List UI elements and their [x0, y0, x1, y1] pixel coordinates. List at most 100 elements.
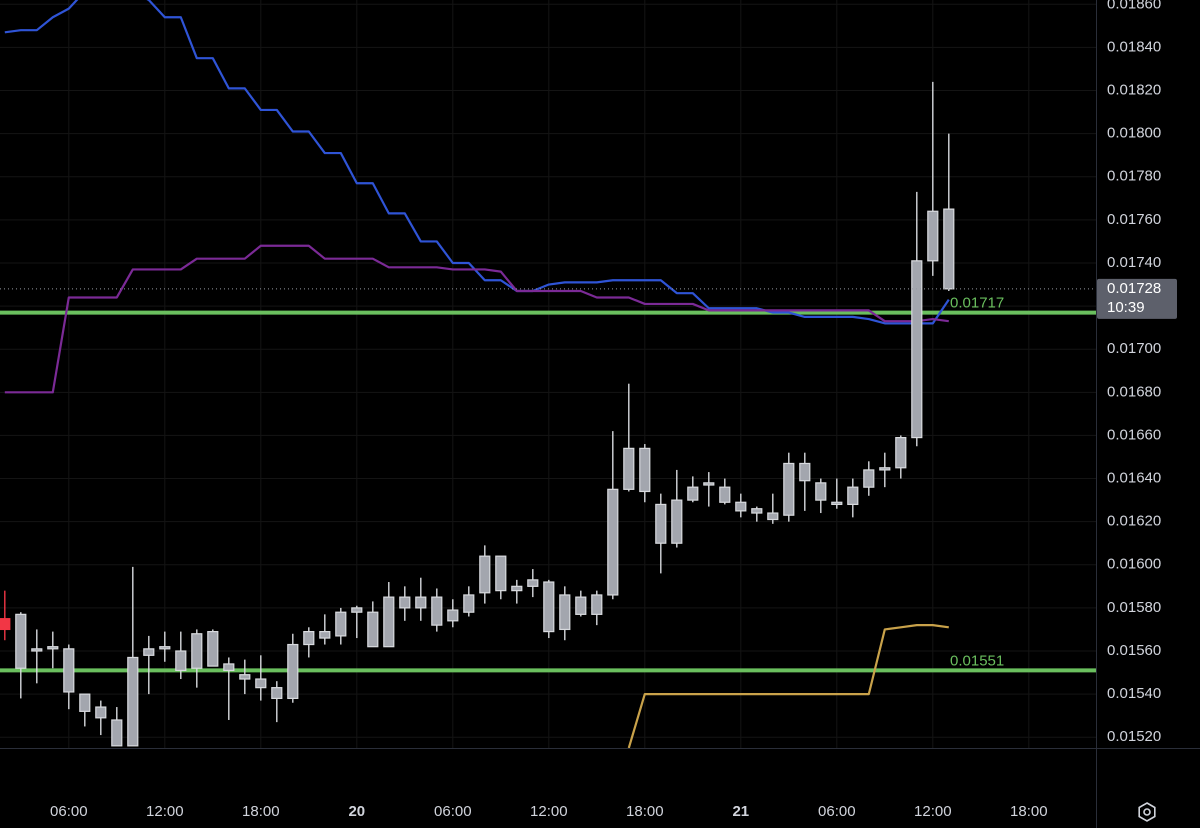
candle-body — [591, 594, 603, 615]
level-label: 0.01717 — [950, 295, 1004, 312]
candle-body — [479, 555, 491, 594]
candle-body — [527, 579, 539, 587]
candle-body — [63, 648, 75, 693]
x-tick-label: 18:00 — [626, 803, 664, 820]
candle-body — [799, 462, 811, 482]
indicator-line — [627, 624, 949, 748]
y-tick-label: 0.01580 — [1107, 599, 1161, 616]
candle-body — [271, 687, 283, 700]
candle-body — [399, 596, 411, 609]
candle-body — [95, 706, 107, 719]
candle-body — [111, 719, 123, 747]
candle-body — [815, 482, 827, 501]
candle-body — [943, 208, 955, 290]
x-tick-label: 12:00 — [530, 803, 568, 820]
candle-body — [735, 501, 747, 512]
candle-body — [367, 611, 379, 648]
candle-body — [495, 555, 507, 592]
candle-body — [207, 630, 219, 667]
indicator-line — [4, 244, 949, 394]
candle-body — [703, 482, 715, 486]
candle-body — [335, 611, 347, 637]
plot-area: 0.01717 0.01551 — [0, 0, 1096, 748]
y-tick-label: 0.01700 — [1107, 340, 1161, 357]
candle-body — [687, 486, 699, 501]
countdown-label: 10:39 — [1107, 299, 1145, 316]
candle-body — [463, 594, 475, 613]
level-label: 0.01551 — [950, 652, 1004, 669]
y-tick-label: 0.01800 — [1107, 125, 1161, 142]
candle-body — [655, 503, 667, 544]
x-tick-label: 12:00 — [914, 803, 952, 820]
candle-body — [847, 486, 859, 506]
y-tick-label: 0.01780 — [1107, 168, 1161, 185]
settings-button[interactable] — [1138, 802, 1156, 822]
indicator-line — [4, 0, 950, 325]
candle-body — [767, 512, 779, 521]
y-tick-label: 0.01660 — [1107, 426, 1161, 443]
candle-body — [159, 646, 171, 650]
y-tick-label: 0.01560 — [1107, 642, 1161, 659]
candle-body — [127, 656, 139, 747]
x-tick-label: 06:00 — [434, 803, 472, 820]
candle-body — [607, 488, 619, 596]
y-tick-label: 0.01520 — [1107, 728, 1161, 745]
candle-body — [911, 260, 923, 439]
candle-body — [175, 650, 187, 671]
y-tick-label: 0.01820 — [1107, 82, 1161, 99]
candle-body — [191, 633, 203, 669]
y-tick-label: 0.01680 — [1107, 383, 1161, 400]
y-tick-label: 0.01860 — [1107, 0, 1161, 12]
candle-body — [79, 693, 91, 712]
candle-body — [223, 663, 235, 671]
candle-body — [303, 630, 315, 646]
y-tick-label: 0.01540 — [1107, 685, 1161, 702]
candle-body — [0, 618, 11, 631]
candle-body — [623, 447, 635, 490]
candle-body — [511, 585, 523, 592]
y-tick-label: 0.01600 — [1107, 556, 1161, 573]
candle-body — [351, 607, 363, 613]
y-tick-label: 0.01740 — [1107, 254, 1161, 271]
candle-body — [719, 486, 731, 503]
axes: 0.01520 0.01540 0.01560 0.01580 0.01600 0.016… — [50, 0, 1177, 820]
candle-body — [255, 678, 267, 689]
x-tick-label: 12:00 — [146, 803, 184, 820]
y-tick-label: 0.01760 — [1107, 211, 1161, 228]
candle-body — [287, 643, 299, 700]
candle-body — [639, 447, 651, 493]
y-tick-label: 0.01840 — [1107, 38, 1161, 55]
candle-body — [895, 436, 907, 469]
candle-body — [319, 630, 331, 639]
candle-body — [863, 469, 875, 488]
candle-body — [415, 596, 427, 609]
candle-body — [559, 594, 571, 631]
candle-body — [783, 462, 795, 516]
last-price-label: 0.01728 — [1107, 280, 1161, 297]
candle-body — [575, 596, 587, 615]
candle-body — [927, 210, 939, 262]
y-tick-label: 0.01620 — [1107, 513, 1161, 530]
candle-body — [447, 609, 459, 622]
candle-body — [831, 501, 843, 506]
settings-icon-center — [1143, 808, 1151, 816]
y-tick-label: 0.01640 — [1107, 470, 1161, 487]
x-tick-label: 06:00 — [50, 803, 88, 820]
candle-body — [383, 596, 395, 648]
x-tick-label: 21 — [732, 803, 749, 820]
candle-body — [879, 467, 891, 471]
settings-icon — [1138, 802, 1156, 822]
candle-body — [543, 581, 555, 633]
candle-body — [15, 613, 27, 669]
last-price-box — [1097, 278, 1177, 319]
candle-body — [431, 596, 443, 626]
candle-body — [31, 648, 43, 652]
x-tick-label: 18:00 — [1010, 803, 1048, 820]
candle-body — [239, 674, 251, 680]
x-tick-label: 06:00 — [818, 803, 856, 820]
candle-body — [671, 499, 683, 544]
candle-body — [143, 648, 155, 656]
